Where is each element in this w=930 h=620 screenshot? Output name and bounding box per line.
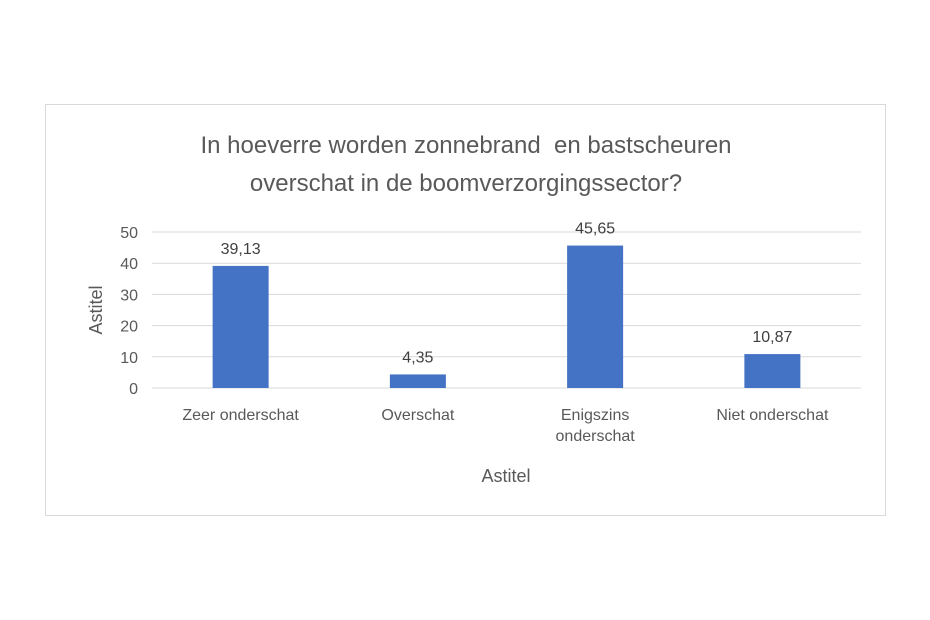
y-tick-label: 40 (120, 256, 138, 273)
bar (389, 374, 446, 388)
x-category-label: Overschat (381, 407, 454, 424)
chart-frame: In hoeverre worden zonnebrand en bastsch… (45, 104, 886, 516)
x-axis-title: Astitel (481, 466, 530, 486)
y-tick-label: 10 (120, 350, 138, 367)
chart-title: In hoeverre worden zonnebrand en bastsch… (200, 132, 731, 197)
x-axis-categories: Zeer onderschat Overschat Enigszins ondersc… (182, 407, 829, 445)
x-category-label: Niet onderschat (716, 407, 829, 424)
bar (212, 265, 269, 388)
gridlines (152, 231, 861, 389)
data-labels: 39,13 4,35 45,65 10,87 (221, 221, 793, 367)
chart-title-line: In hoeverre worden zonnebrand en bastsch… (200, 132, 731, 159)
data-label: 4,35 (402, 349, 433, 366)
y-tick-label: 50 (120, 225, 138, 242)
bars (212, 245, 801, 388)
y-axis-title: Astitel (86, 285, 106, 334)
x-category-label: onderschat (556, 428, 636, 445)
y-axis-ticks: 0 10 20 30 40 50 (120, 225, 138, 398)
x-category-label: Enigszins (561, 407, 629, 424)
bar (744, 354, 801, 388)
bar-chart: In hoeverre worden zonnebrand en bastsch… (86, 132, 861, 486)
y-tick-label: 0 (129, 381, 138, 398)
data-label: 45,65 (575, 221, 615, 238)
x-category-label: Zeer onderschat (182, 407, 299, 424)
data-label: 10,87 (752, 329, 792, 346)
bar (567, 245, 624, 388)
data-label: 39,13 (221, 241, 261, 258)
y-tick-label: 30 (120, 287, 138, 304)
chart-title-line: overschat in de boomverzorgingssector? (250, 170, 682, 197)
y-tick-label: 20 (120, 319, 138, 336)
